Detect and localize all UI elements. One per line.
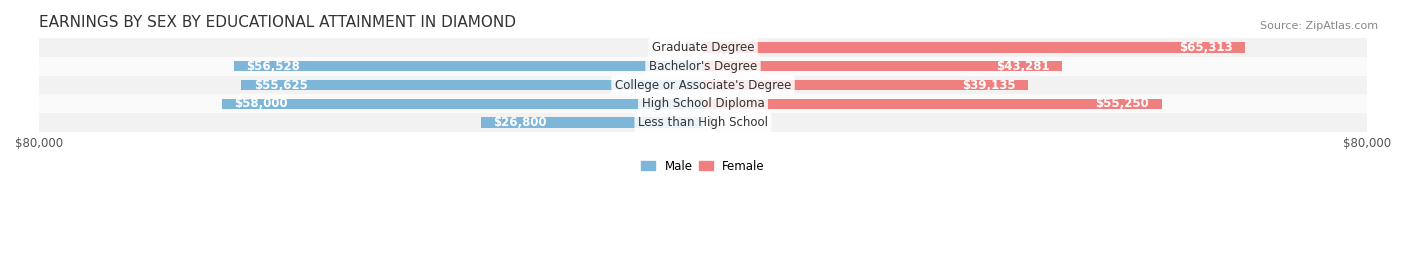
Bar (703, 42, 1246, 53)
Text: $55,625: $55,625 (254, 79, 308, 92)
Text: College or Associate's Degree: College or Associate's Degree (614, 79, 792, 92)
Bar (703, 80, 1028, 90)
Bar (703, 61, 1062, 72)
Bar (242, 80, 703, 90)
Text: EARNINGS BY SEX BY EDUCATIONAL ATTAINMENT IN DIAMOND: EARNINGS BY SEX BY EDUCATIONAL ATTAINMEN… (39, 15, 516, 30)
Text: High School Diploma: High School Diploma (641, 97, 765, 110)
Bar (39, 113, 1367, 132)
Bar (39, 57, 1367, 76)
Bar (39, 94, 1367, 113)
Bar (39, 76, 1367, 94)
Text: Less than High School: Less than High School (638, 116, 768, 129)
Bar (233, 61, 703, 72)
Bar (222, 99, 703, 109)
Text: $65,313: $65,313 (1180, 41, 1233, 54)
Text: Bachelor's Degree: Bachelor's Degree (650, 60, 756, 73)
Text: $0: $0 (683, 41, 699, 54)
Text: $56,528: $56,528 (246, 60, 301, 73)
Bar (39, 38, 1367, 57)
Text: Source: ZipAtlas.com: Source: ZipAtlas.com (1260, 21, 1378, 31)
Bar (703, 99, 1161, 109)
Text: Graduate Degree: Graduate Degree (652, 41, 754, 54)
Text: $55,250: $55,250 (1095, 97, 1149, 110)
Text: $39,135: $39,135 (962, 79, 1015, 92)
Text: $0: $0 (707, 116, 723, 129)
Text: $58,000: $58,000 (233, 97, 288, 110)
Text: $43,281: $43,281 (995, 60, 1050, 73)
Bar (481, 117, 703, 128)
Legend: Male, Female: Male, Female (637, 155, 769, 178)
Text: $26,800: $26,800 (494, 116, 547, 129)
